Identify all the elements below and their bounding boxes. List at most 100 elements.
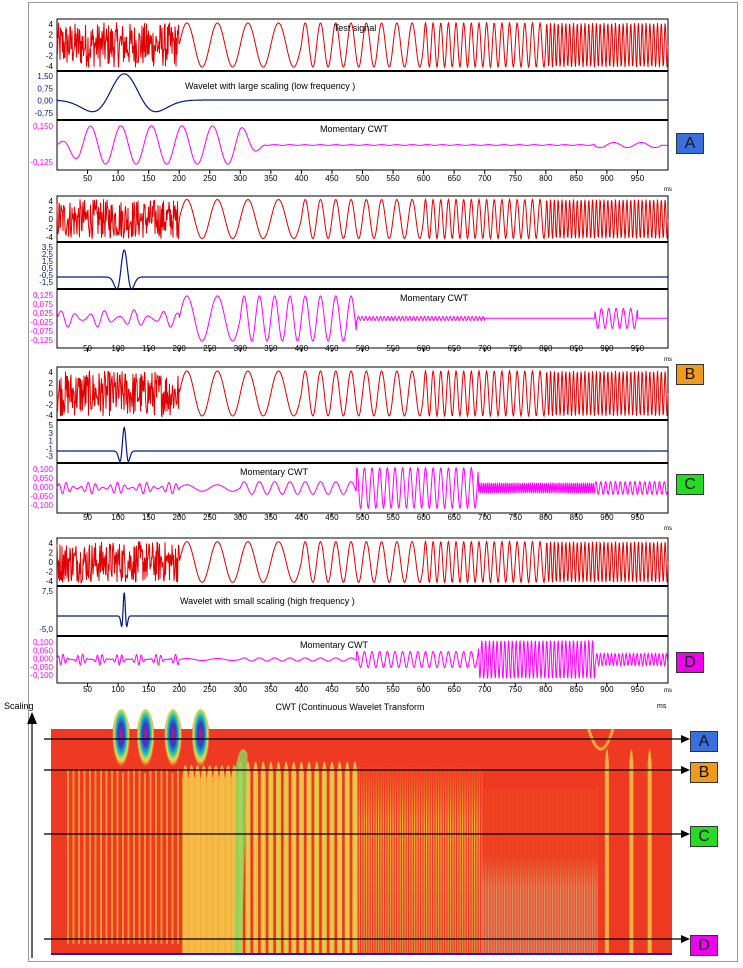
arch [587, 728, 615, 751]
test-signal-line [56, 21, 669, 69]
stripe [576, 789, 577, 954]
stripe [523, 789, 525, 954]
stripe [556, 789, 558, 954]
cwt-tick-label: -0,125 [30, 158, 53, 167]
stripe [373, 767, 375, 954]
stripe [504, 789, 505, 954]
stripe [416, 767, 418, 954]
stripe [558, 789, 560, 954]
x-tick-label: 550 [386, 344, 400, 353]
wavelet-tick-label: -0,5 [39, 271, 53, 280]
wavelet-tick-label: 0,75 [37, 84, 53, 93]
x-tick-label: 700 [478, 513, 492, 522]
ridge-core [308, 774, 310, 954]
noise-ridge [171, 769, 174, 944]
x-tick-label: 300 [234, 513, 248, 522]
x-tick-label: 500 [356, 513, 370, 522]
noise-ridge [83, 769, 86, 944]
signal-tick-label: -4 [46, 411, 54, 420]
stripe [596, 789, 598, 954]
stripe [478, 767, 480, 954]
stripe [365, 767, 368, 954]
x-tick-label: 100 [111, 513, 125, 522]
cwt-caption: Momentary CWT [320, 124, 389, 134]
ridge [206, 765, 213, 954]
x-tick-label: 350 [264, 344, 278, 353]
scalogram-blob [136, 709, 155, 773]
ridge [234, 749, 248, 954]
stripe [520, 789, 521, 954]
stripe [592, 789, 593, 954]
cwt-tick-label: 0,150 [33, 122, 54, 131]
panel-d: 420-2-47,5 -5,0 Wavelet with small scaling… [30, 537, 672, 694]
wavelet-line [57, 73, 668, 113]
stripe [459, 767, 461, 954]
x-tick-label: 300 [234, 174, 248, 183]
signal-tick-label: 4 [49, 368, 54, 377]
x-tick-label: 50 [83, 685, 92, 694]
ridge [200, 765, 207, 954]
ridge-core [270, 774, 272, 954]
x-tick-label: 400 [295, 344, 309, 353]
x-tick-label: 700 [478, 344, 492, 353]
wavelet-tick-label: 0,00 [37, 97, 53, 106]
cwt-line [56, 639, 669, 680]
scalogram-blob [164, 709, 183, 773]
cwt-tick-label: -0,125 [30, 336, 53, 345]
label-badge-a: A [676, 133, 704, 154]
x-tick-label: 250 [203, 685, 217, 694]
cwt-line [56, 125, 668, 165]
stripe [560, 789, 561, 954]
stripe [409, 767, 411, 954]
stripe [486, 789, 488, 954]
scaling-axis-label: Scaling [4, 701, 34, 711]
noise-ridge [110, 769, 113, 944]
label-badge-b: B [676, 364, 704, 385]
signal-tick-label: 0 [49, 41, 54, 50]
stripe [526, 789, 528, 954]
stripe [524, 789, 526, 954]
x-tick-label: 750 [509, 513, 523, 522]
stripe [587, 789, 589, 954]
ridge-core [338, 774, 341, 954]
stripe [363, 767, 365, 954]
stripe [507, 789, 509, 954]
x-unit-label: ms [664, 526, 672, 532]
stripe [483, 789, 485, 954]
stripe [476, 767, 478, 954]
cwt-tick-label: 0,000 [33, 655, 54, 664]
x-tick-label: 50 [83, 344, 92, 353]
stripe [555, 789, 557, 954]
noise-ridge [132, 769, 135, 944]
x-tick-label: 150 [142, 344, 156, 353]
stripe [536, 789, 537, 954]
cwt-tick-label: 0,100 [33, 465, 54, 474]
x-tick-label: 900 [600, 685, 614, 694]
noise-ridge [77, 769, 80, 944]
test-signal-title: Test signal [334, 23, 377, 33]
wavelet-tick-label: 1,5 [42, 257, 54, 266]
stripe [545, 789, 547, 954]
stripe [528, 789, 529, 954]
stripe [389, 767, 392, 954]
stripe [368, 767, 370, 954]
wavelet-line [57, 426, 668, 463]
x-tick-label: 550 [386, 174, 400, 183]
stripe [497, 789, 499, 954]
ridge [604, 749, 609, 954]
stripe [516, 789, 518, 954]
x-tick-label: 900 [600, 513, 614, 522]
x-tick-label: 850 [570, 513, 584, 522]
label-badge-c: C [676, 474, 704, 495]
stripe [569, 789, 571, 954]
stripe [588, 789, 590, 954]
signal-tick-label: -4 [46, 577, 54, 586]
stripe [449, 767, 452, 954]
scalogram-badge-b: B [690, 762, 718, 783]
x-tick-label: 200 [173, 513, 187, 522]
noise-ridge [88, 769, 91, 944]
x-tick-label: 750 [509, 685, 523, 694]
x-tick-label: 600 [417, 685, 431, 694]
ridge-core [354, 774, 356, 954]
